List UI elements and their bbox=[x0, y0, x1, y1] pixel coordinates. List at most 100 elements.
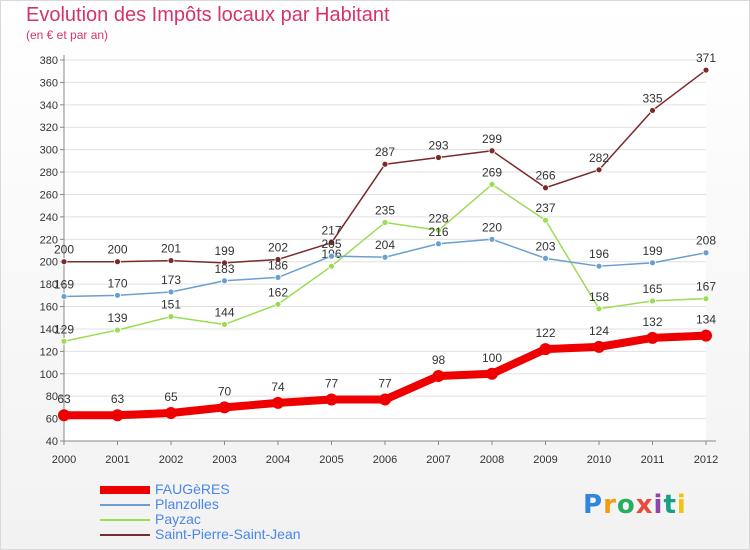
data-label: 216 bbox=[428, 225, 448, 239]
data-label: 162 bbox=[268, 285, 288, 299]
y-tick-label: 220 bbox=[40, 234, 58, 246]
data-label: 167 bbox=[696, 280, 716, 294]
data-label: 205 bbox=[321, 237, 341, 251]
data-point bbox=[60, 337, 68, 345]
data-point bbox=[539, 343, 552, 356]
data-label: 335 bbox=[642, 91, 662, 105]
legend-label: Payzac bbox=[155, 511, 201, 527]
data-label: 122 bbox=[535, 326, 555, 340]
data-point bbox=[167, 313, 175, 321]
data-label: 170 bbox=[107, 276, 127, 290]
y-tick-label: 240 bbox=[40, 212, 58, 224]
data-label: 186 bbox=[268, 258, 288, 272]
data-label: 196 bbox=[589, 247, 609, 261]
data-label: 266 bbox=[535, 169, 555, 183]
plot-area bbox=[64, 60, 706, 441]
data-label: 63 bbox=[111, 392, 125, 406]
data-label: 204 bbox=[375, 238, 395, 252]
x-tick-label: 2005 bbox=[319, 454, 343, 466]
data-label: 200 bbox=[107, 243, 127, 257]
data-label: 293 bbox=[428, 138, 448, 152]
x-tick-label: 2006 bbox=[373, 454, 397, 466]
x-tick-label: 2012 bbox=[694, 454, 718, 466]
data-point bbox=[488, 147, 496, 155]
data-label: 217 bbox=[321, 224, 341, 238]
data-point bbox=[114, 326, 121, 334]
y-tick-label: 320 bbox=[40, 122, 58, 134]
data-point bbox=[595, 166, 603, 174]
logo-letter: r bbox=[603, 490, 617, 520]
y-tick-label: 80 bbox=[46, 391, 58, 403]
x-tick-label: 2010 bbox=[587, 454, 611, 466]
data-label: 228 bbox=[428, 211, 448, 225]
chart-subtitle: (en € et par an) bbox=[26, 28, 109, 42]
y-tick-label: 340 bbox=[40, 100, 58, 112]
logo-letter: i bbox=[653, 490, 664, 520]
data-point bbox=[649, 107, 656, 114]
y-tick-label: 60 bbox=[46, 414, 58, 426]
x-tick-label: 2000 bbox=[52, 454, 76, 466]
data-label: 165 bbox=[642, 282, 662, 296]
x-tick-label: 2009 bbox=[533, 454, 557, 466]
data-point bbox=[60, 258, 68, 266]
data-label: 208 bbox=[696, 234, 716, 248]
y-tick-label: 200 bbox=[40, 257, 58, 269]
data-point bbox=[542, 254, 549, 262]
data-point bbox=[218, 401, 231, 414]
data-label: 282 bbox=[589, 151, 609, 165]
data-point bbox=[381, 160, 389, 168]
data-point bbox=[435, 240, 442, 248]
logo-letter: P bbox=[583, 490, 604, 520]
data-label: 70 bbox=[218, 384, 232, 398]
x-tick-label: 2011 bbox=[641, 454, 665, 466]
data-label: 132 bbox=[642, 315, 662, 329]
data-label: 183 bbox=[214, 262, 234, 276]
data-point bbox=[435, 226, 442, 234]
data-point bbox=[328, 239, 335, 247]
y-tick-label: 380 bbox=[40, 55, 58, 67]
legend-label: Planzolles bbox=[155, 496, 219, 512]
data-point bbox=[167, 288, 175, 296]
x-tick-label: 2004 bbox=[266, 454, 290, 466]
data-point bbox=[486, 367, 498, 380]
data-label: 134 bbox=[696, 313, 716, 327]
data-point bbox=[379, 393, 391, 406]
data-point bbox=[111, 409, 124, 422]
data-point bbox=[488, 235, 496, 243]
data-point bbox=[274, 273, 282, 281]
data-label: 235 bbox=[375, 203, 395, 217]
y-tick-label: 140 bbox=[40, 324, 58, 336]
legend-swatch bbox=[100, 486, 150, 494]
y-tick-label: 300 bbox=[40, 145, 58, 157]
x-tick-label: 2002 bbox=[159, 454, 183, 466]
legend-label: FAUGèRES bbox=[155, 481, 230, 497]
logo-letter: t bbox=[663, 490, 677, 520]
x-tick-label: 2008 bbox=[480, 454, 504, 466]
data-label: 63 bbox=[57, 392, 71, 406]
data-point bbox=[649, 259, 656, 267]
data-label: 74 bbox=[271, 380, 285, 394]
data-label: 77 bbox=[378, 377, 392, 391]
legend-swatch bbox=[100, 534, 150, 536]
logo-letter: x bbox=[635, 490, 654, 520]
data-label: 200 bbox=[54, 243, 74, 257]
data-label: 139 bbox=[107, 311, 127, 325]
data-point bbox=[702, 295, 710, 303]
y-tick-label: 260 bbox=[40, 189, 58, 201]
x-tick-label: 2003 bbox=[212, 454, 236, 466]
data-label: 299 bbox=[482, 132, 502, 146]
legend-label: Saint-Pierre-Saint-Jean bbox=[155, 526, 301, 542]
data-point bbox=[593, 340, 605, 353]
data-point bbox=[649, 297, 656, 305]
data-point bbox=[595, 262, 603, 270]
data-point bbox=[221, 259, 228, 267]
data-point bbox=[114, 258, 121, 266]
data-point bbox=[60, 293, 68, 300]
data-label: 202 bbox=[268, 240, 288, 254]
data-label: 269 bbox=[482, 165, 502, 179]
data-label: 203 bbox=[535, 239, 555, 253]
data-point bbox=[542, 216, 549, 224]
data-point bbox=[165, 406, 177, 419]
y-tick-label: 180 bbox=[40, 279, 58, 291]
